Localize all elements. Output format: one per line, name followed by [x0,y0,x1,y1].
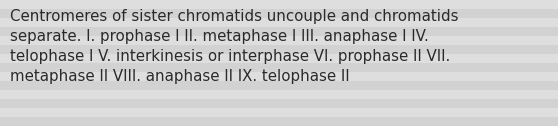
Text: Centromeres of sister chromatids uncouple and chromatids
separate. I. prophase I: Centromeres of sister chromatids uncoupl… [10,9,459,84]
